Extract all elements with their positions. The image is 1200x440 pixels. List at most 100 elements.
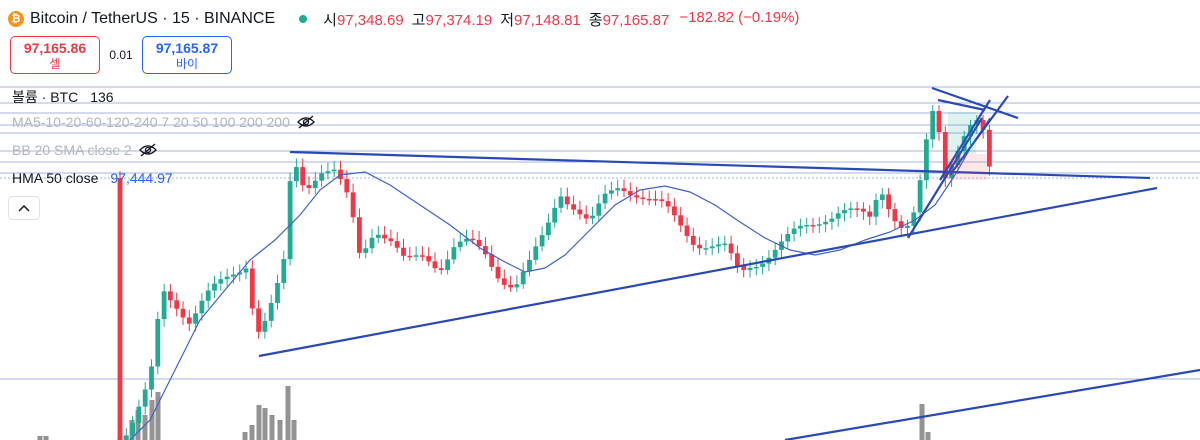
sell-button[interactable]: 97,165.86 셀 <box>10 36 100 74</box>
candle-body <box>193 313 198 324</box>
trendline <box>939 99 991 181</box>
volume-bar <box>135 410 141 440</box>
high-label: 고 <box>411 11 426 29</box>
ohlc-values: 시97,348.69 고97,374.19 저97,148.81 종97,165… <box>323 9 799 30</box>
candle-body <box>174 300 180 309</box>
volume-bar <box>291 420 297 440</box>
trendline <box>907 117 983 239</box>
candle-body <box>936 110 942 133</box>
candle-body <box>558 196 564 208</box>
candle-body <box>791 228 797 234</box>
candle-body <box>275 283 280 304</box>
candle-body <box>564 196 570 205</box>
candle-body <box>520 271 526 285</box>
candle-body <box>722 243 728 246</box>
candle-body <box>640 197 646 200</box>
candle-body <box>514 284 520 288</box>
candle-body <box>369 237 375 249</box>
volume-bar <box>925 432 931 440</box>
candle-body <box>873 199 879 217</box>
trendline <box>258 186 1158 358</box>
candle-body <box>483 246 488 255</box>
candle-body <box>161 291 167 320</box>
indicator-hma[interactable]: HMA 50 close 97,444.97 <box>12 170 173 186</box>
eye-off-icon[interactable] <box>296 115 316 129</box>
close-value: 97,165.87 <box>602 11 670 29</box>
candle-body <box>835 213 841 219</box>
candle-body <box>709 246 715 249</box>
candle-body <box>665 201 671 207</box>
candle-body <box>357 217 362 253</box>
volume-bar <box>285 386 291 440</box>
candle-body <box>735 253 740 266</box>
candle-body <box>426 256 432 262</box>
candle-body <box>130 422 135 436</box>
trendline <box>931 86 1019 120</box>
collapse-indicators-button[interactable] <box>8 196 40 220</box>
candle-body <box>382 234 387 239</box>
candle-body <box>142 389 148 407</box>
eye-off-icon[interactable] <box>138 143 158 157</box>
candle-body <box>621 188 627 192</box>
indicator-hma-name: HMA 50 close <box>12 170 99 186</box>
candle-body <box>350 192 356 218</box>
candle-body <box>123 435 129 440</box>
candle-body <box>168 291 173 301</box>
candle-body <box>747 267 753 271</box>
low-label: 저 <box>500 11 515 29</box>
candle-body <box>533 246 539 260</box>
candle-body <box>501 278 507 285</box>
volume-bar <box>37 436 43 440</box>
symbol-title[interactable]: Bitcoin / TetherUS · 15 · BINANCE <box>30 10 276 27</box>
candle-body <box>930 110 936 140</box>
chevron-up-icon <box>18 204 30 212</box>
candle-body <box>401 247 406 256</box>
candle-body <box>287 181 293 260</box>
candle-body <box>980 120 986 130</box>
candle-body <box>571 204 576 210</box>
candle-body <box>281 259 287 284</box>
volume-bar <box>269 415 275 440</box>
candle-body <box>300 167 306 186</box>
indicator-volume-name: 볼륨 · BTC <box>12 89 79 105</box>
candle-body <box>823 221 828 225</box>
candle-body <box>438 268 444 271</box>
indicator-ma[interactable]: MA5-10-20-60-120-240 7 20 50 100 200 200 <box>12 114 316 130</box>
candle-body <box>432 261 438 269</box>
market-status-dot <box>299 15 308 23</box>
candle-body <box>760 263 765 267</box>
buy-button[interactable]: 97,165.87 바이 <box>142 36 232 74</box>
position-box <box>948 154 988 180</box>
candle-body <box>489 254 495 267</box>
candle-body <box>842 210 847 214</box>
candle-body <box>892 209 898 222</box>
hma-line <box>129 117 991 440</box>
candle-body <box>772 249 778 258</box>
candle-body <box>495 266 501 279</box>
candle-body <box>602 193 608 204</box>
candle-body <box>476 239 482 247</box>
candle-body <box>911 212 917 226</box>
volume-bar <box>249 425 255 440</box>
candle-body <box>854 208 860 210</box>
high-value: 97,374.19 <box>425 11 493 29</box>
candle-body <box>312 180 318 188</box>
candle-body <box>798 225 803 229</box>
indicator-bb[interactable]: BB 20 SMA close 2 <box>12 142 158 158</box>
candle-body <box>294 167 299 182</box>
indicator-volume[interactable]: 볼륨 · BTC 136 <box>12 87 114 107</box>
candle-body <box>539 235 545 247</box>
change-value: −182.82 (−0.19%) <box>679 8 800 26</box>
horizontal-lines <box>0 86 1200 380</box>
candle-body <box>231 274 236 277</box>
candle-body <box>678 215 684 226</box>
candle-body <box>546 222 551 236</box>
candle-body <box>577 209 583 215</box>
candle-body <box>753 266 759 269</box>
candle-body <box>848 208 854 211</box>
candle-body <box>249 268 255 309</box>
volume-bar <box>256 405 262 440</box>
candle-body <box>420 255 425 257</box>
candle-body <box>646 198 652 201</box>
